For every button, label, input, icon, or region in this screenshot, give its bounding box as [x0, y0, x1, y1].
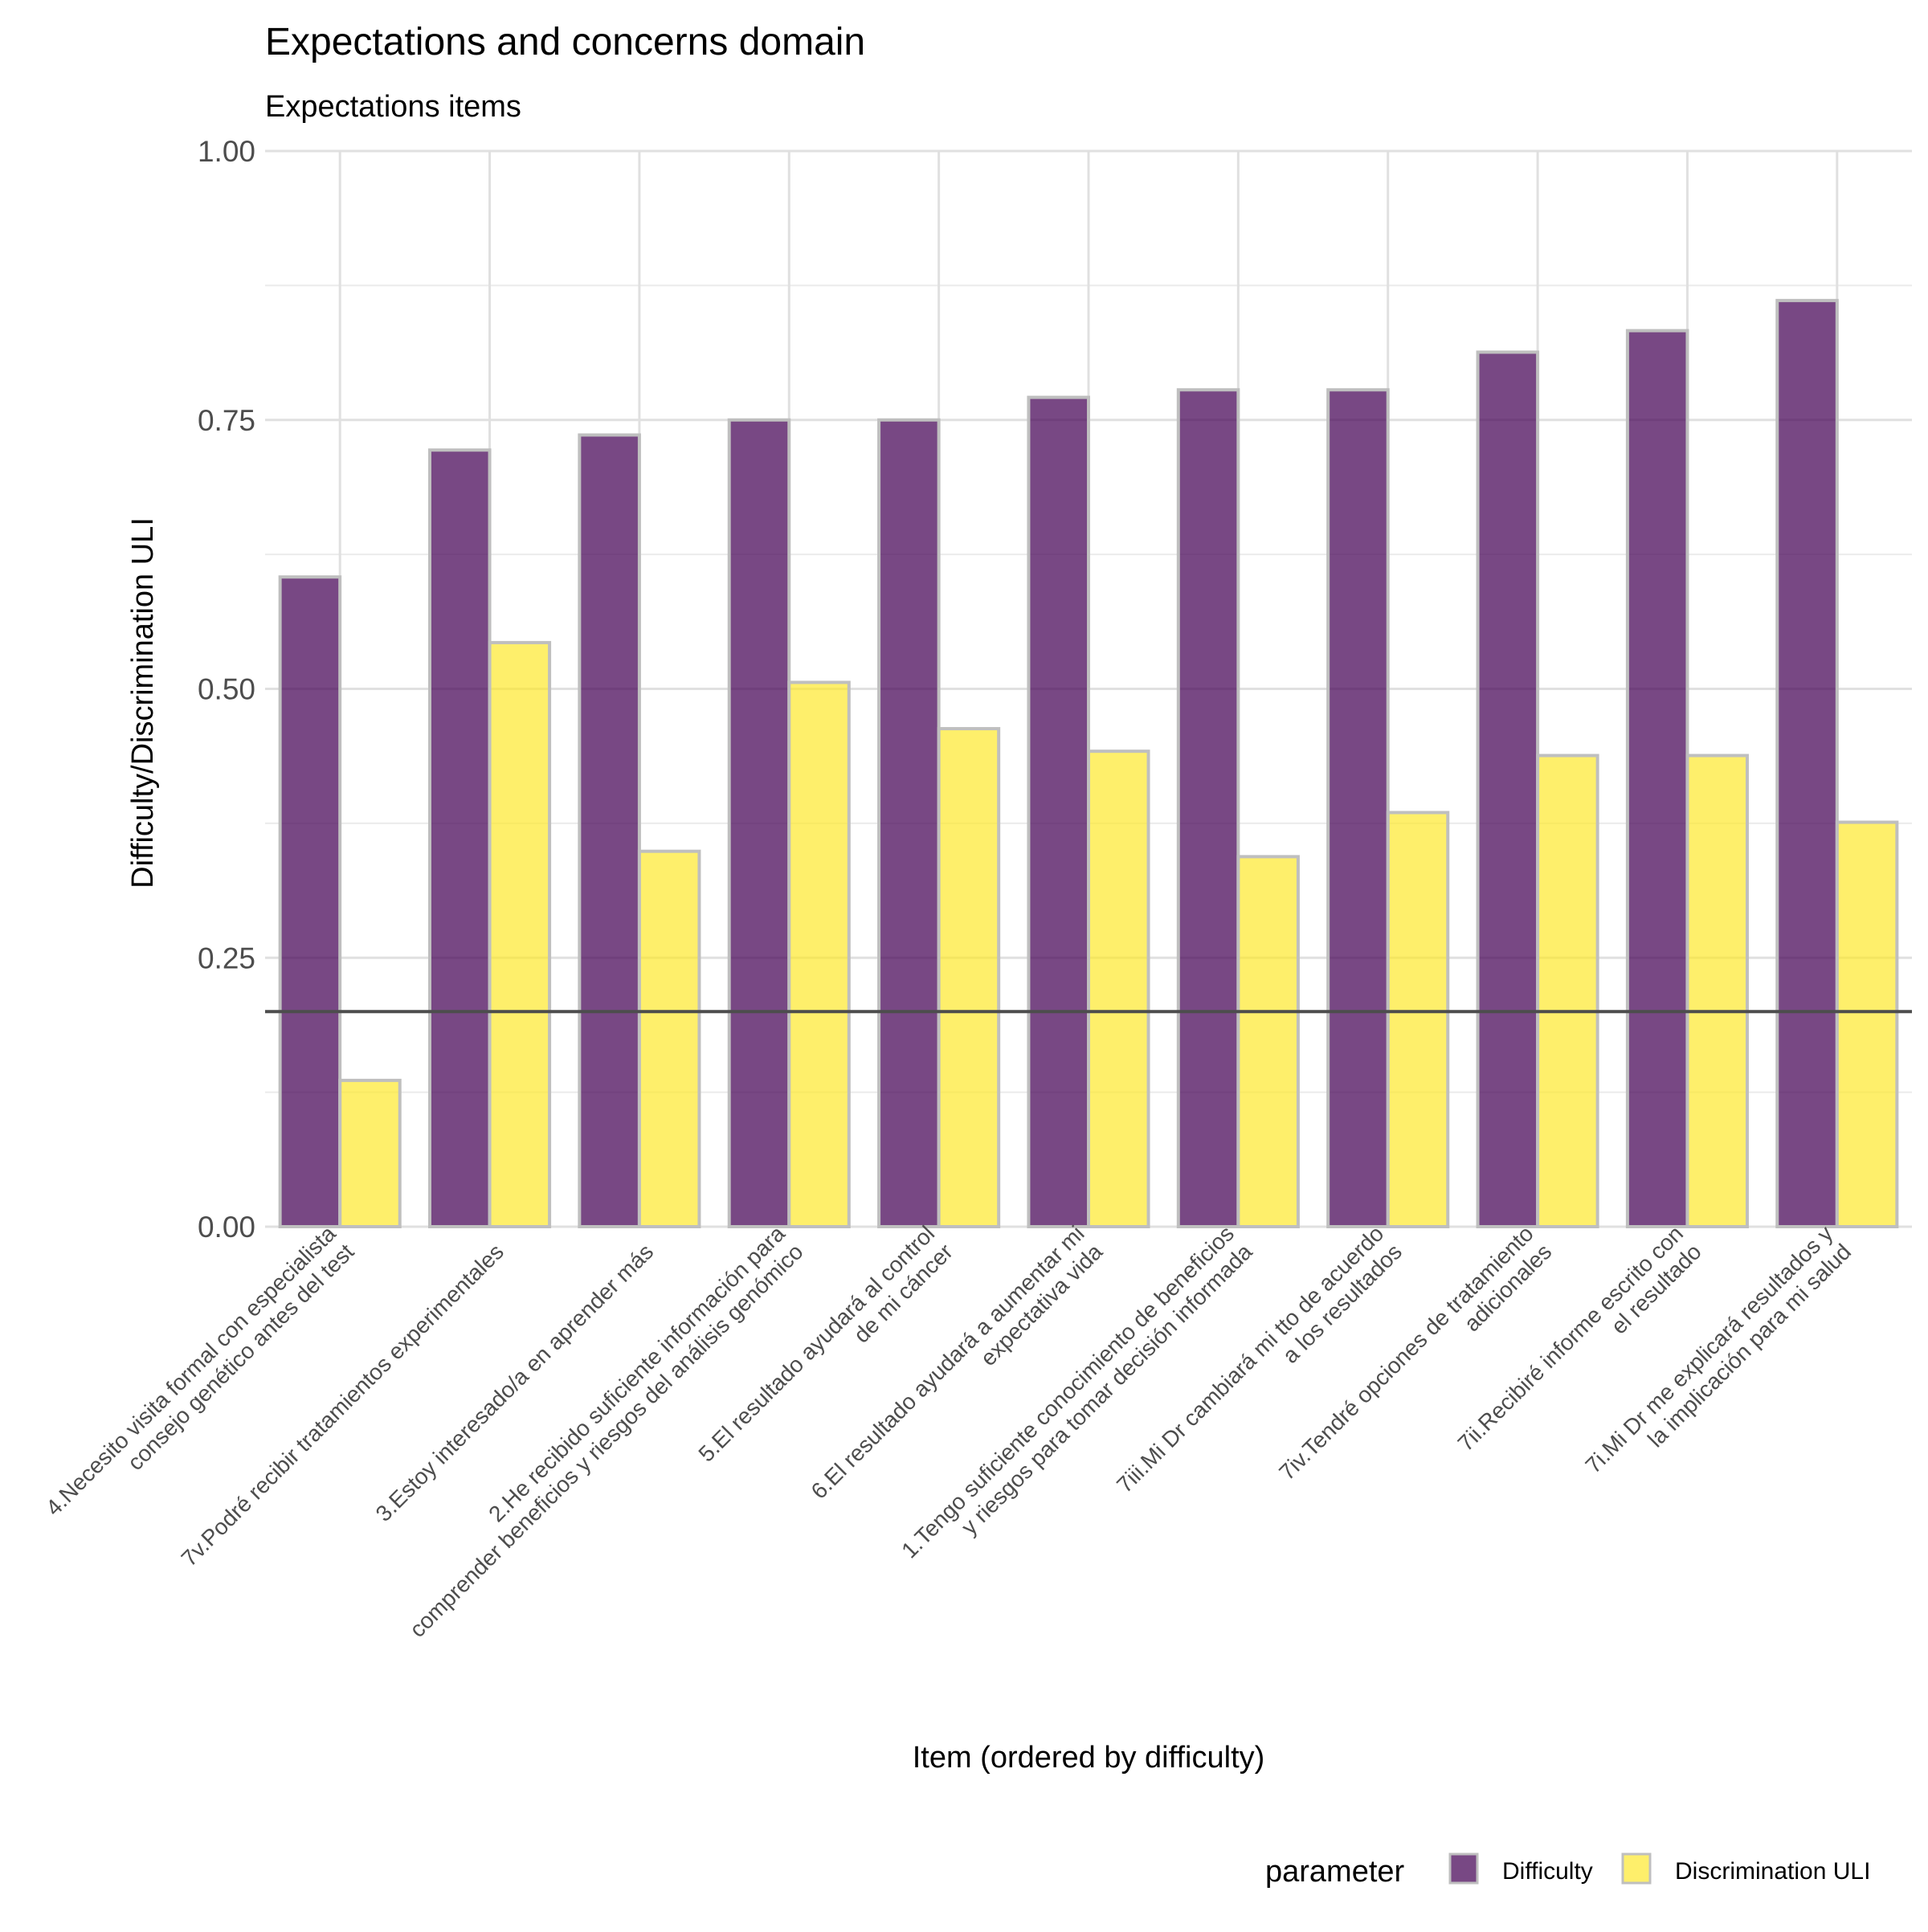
bar-difficulty — [727, 418, 791, 1228]
bar-discrimination — [1685, 754, 1750, 1228]
y-tick-label: 1.00 — [198, 135, 255, 168]
bar-difficulty — [1625, 329, 1689, 1228]
chart-subtitle: Expectations items — [265, 90, 521, 124]
x-tick-label-line: 5.El resultado ayudará al control — [693, 1221, 939, 1467]
x-tick-label-line: 7v.Podré recibir tratamientos experiment… — [177, 1239, 509, 1571]
bar-discrimination — [1236, 855, 1300, 1229]
x-tick-label: 7i.Mi Dr me explicará resultados yla imp… — [1580, 1221, 1856, 1478]
bar-difficulty — [428, 448, 492, 1228]
x-tick-label: 7iv.Tendré opciones de tratamientoadicio… — [1274, 1221, 1556, 1485]
x-tick-label: 7v.Podré recibir tratamientos experiment… — [177, 1239, 509, 1571]
bar-difficulty — [1027, 395, 1091, 1229]
bar-difficulty — [877, 418, 941, 1228]
bar-discrimination — [1087, 750, 1150, 1228]
x-tick-label: 4.Necesito visita formal con especialist… — [41, 1220, 359, 1520]
x-axis-title: Item (ordered by difficulty) — [913, 1741, 1265, 1775]
bar-discrimination — [1536, 754, 1599, 1228]
x-tick-label-line: 7i.Mi Dr me explicará resultados y — [1580, 1221, 1837, 1478]
legend-title: parameter — [1265, 1855, 1405, 1889]
chart-title: Expectations and concerns domain — [265, 21, 865, 63]
y-tick-label: 0.25 — [198, 941, 255, 974]
bar-difficulty — [278, 575, 342, 1228]
bar-difficulty — [1176, 388, 1240, 1228]
bars-layer — [278, 299, 1899, 1229]
bar-discrimination — [937, 727, 1001, 1228]
y-tick-label: 0.00 — [198, 1211, 255, 1244]
bar-discrimination — [637, 849, 701, 1228]
bar-discrimination — [1386, 811, 1450, 1228]
x-axis: 4.Necesito visita formal con especialist… — [41, 1220, 1856, 1642]
legend: parameter Difficulty Discrimination ULI — [1265, 1852, 1870, 1889]
legend-key-difficulty — [1448, 1852, 1479, 1885]
bar-difficulty — [578, 433, 641, 1228]
bar-discrimination — [488, 640, 552, 1228]
x-tick-label-line: 7iv.Tendré opciones de tratamiento — [1274, 1221, 1538, 1485]
bar-difficulty — [1326, 388, 1390, 1228]
y-tick-label: 0.50 — [198, 673, 255, 706]
x-tick-label: 6.El resultado ayudará a aumentar miexpe… — [807, 1221, 1108, 1504]
y-axis-title: Difficulty/Discrimination ULI — [126, 517, 160, 888]
x-tick-label-line: 4.Necesito visita formal con especialist… — [41, 1220, 341, 1520]
bar-discrimination — [787, 680, 851, 1228]
y-tick-label: 0.75 — [198, 404, 255, 437]
legend-label: Discrimination ULI — [1675, 1858, 1870, 1885]
bar-difficulty — [1476, 350, 1540, 1229]
y-axis: 0.00 0.25 0.50 0.75 1.00 — [198, 135, 255, 1244]
legend-label: Difficulty — [1502, 1858, 1593, 1885]
bar-discrimination — [1835, 820, 1899, 1228]
bar-difficulty — [1775, 299, 1839, 1229]
bar-discrimination — [338, 1078, 402, 1228]
legend-key-discrimination — [1621, 1852, 1652, 1885]
